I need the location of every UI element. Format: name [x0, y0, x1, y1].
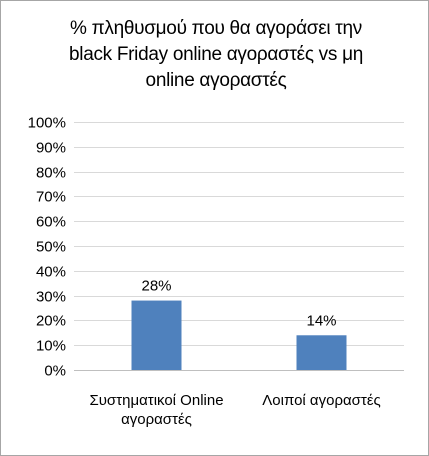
x-category-label: αγοραστές — [121, 411, 192, 428]
y-tick-label: 20% — [36, 313, 66, 330]
y-tick-label: 10% — [36, 338, 66, 355]
chart-title-line-2: black Friday online αγοραστές vs μη — [69, 44, 363, 65]
gridlines — [74, 122, 404, 346]
data-label: 28% — [141, 278, 171, 295]
y-tick-label: 60% — [36, 214, 66, 231]
y-tick-label: 90% — [36, 140, 66, 157]
y-tick-label: 100% — [28, 115, 66, 132]
chart-title-line-1: % πληθυσμού που θα αγοράσει την — [70, 18, 362, 39]
data-labels: 28% 14% — [141, 278, 336, 330]
bars — [131, 300, 347, 370]
y-tick-label: 30% — [36, 289, 66, 306]
y-tick-label: 70% — [36, 189, 66, 206]
x-axis-category-labels: Συστηματικοί Online αγοραστές Λοιποί αγορα… — [89, 392, 380, 428]
y-tick-label: 80% — [36, 165, 66, 182]
y-tick-label: 40% — [36, 264, 66, 281]
x-category-label: Συστηματικοί Online — [89, 392, 223, 409]
bar — [296, 335, 347, 370]
data-label: 14% — [306, 312, 336, 329]
chart-title-line-3: online αγοραστές — [145, 70, 287, 91]
bar — [131, 300, 182, 370]
y-tick-label: 50% — [36, 239, 66, 256]
y-tick-label: 0% — [44, 363, 66, 380]
x-category-label: Λοιποί αγοραστές — [262, 392, 381, 409]
y-axis-tick-labels: 0% 10% 20% 30% 40% 50% 60% 70% 80% 90% 100% — [28, 115, 66, 380]
chart-title: % πληθυσμού που θα αγοράσει την black Fr… — [31, 16, 401, 94]
